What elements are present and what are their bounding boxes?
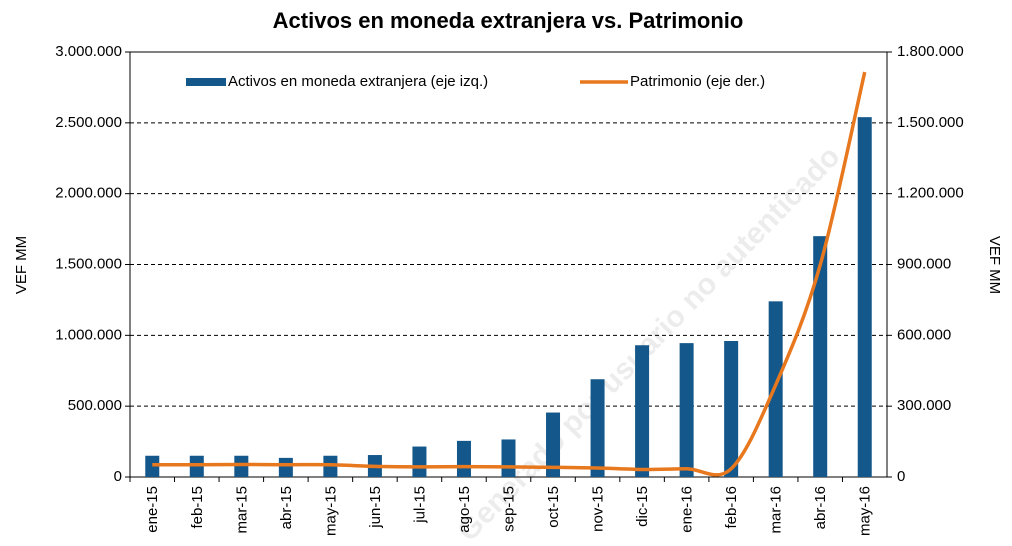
y2-tick-label: 300.000 — [897, 397, 951, 414]
x-tick-label: ene-16 — [679, 486, 696, 533]
bar — [590, 379, 605, 477]
x-tick-label: dic-15 — [634, 486, 651, 527]
x-tick-label: abr-16 — [812, 486, 829, 529]
y-tick-label: 1.500.000 — [55, 255, 122, 272]
y2-tick-label: 0 — [897, 468, 905, 485]
y-tick-label: 2.500.000 — [55, 114, 122, 131]
y2-tick-label: 1.200.000 — [897, 185, 964, 202]
x-tick-label: mar-16 — [768, 486, 785, 534]
y-axis-label: VEF MM — [13, 236, 30, 294]
x-tick-label: jul-15 — [411, 486, 428, 524]
x-tick-label: ene-15 — [144, 486, 161, 533]
x-tick-label: jun-15 — [367, 486, 384, 529]
legend-swatch — [186, 78, 226, 86]
bar — [679, 343, 694, 477]
watermark: Generado por usuario no autenticado — [451, 140, 846, 546]
x-tick-label: may-16 — [857, 486, 874, 536]
x-tick-label: may-15 — [322, 486, 339, 536]
y2-tick-label: 600.000 — [897, 326, 951, 343]
y2-tick-label: 1.500.000 — [897, 114, 964, 131]
legend-label: Patrimonio (eje der.) — [630, 73, 765, 90]
chart-title: Activos en moneda extranjera vs. Patrimo… — [273, 8, 744, 33]
y-tick-label: 500.000 — [68, 397, 122, 414]
bar — [456, 440, 471, 477]
bar — [278, 457, 293, 477]
x-tick-label: oct-15 — [545, 486, 562, 528]
x-tick-label: feb-15 — [189, 486, 206, 529]
y-tick-label: 2.000.000 — [55, 185, 122, 202]
x-tick-label: feb-16 — [723, 486, 740, 529]
y-tick-label: 3.000.000 — [55, 43, 122, 60]
bar — [501, 439, 516, 477]
x-tick-label: nov-15 — [590, 486, 607, 532]
x-tick-label: sep-15 — [500, 486, 517, 532]
line — [152, 71, 867, 477]
y-tick-label: 0 — [114, 468, 122, 485]
bar — [234, 455, 249, 477]
x-tick-label: ago-15 — [456, 486, 473, 533]
x-tick-label: mar-15 — [233, 486, 250, 534]
bar — [412, 446, 427, 477]
bar — [546, 412, 561, 477]
y2-tick-label: 900.000 — [897, 255, 951, 272]
y2-tick-label: 1.800.000 — [897, 43, 964, 60]
bar — [724, 341, 739, 477]
legend-label: Activos en moneda extranjera (eje izq.) — [228, 73, 488, 90]
bar — [857, 117, 872, 478]
y-tick-label: 1.000.000 — [55, 326, 122, 343]
x-tick-label: abr-15 — [278, 486, 295, 529]
bar — [813, 236, 828, 477]
bar — [635, 345, 650, 477]
y2-axis-label: VEF MM — [986, 236, 1003, 294]
